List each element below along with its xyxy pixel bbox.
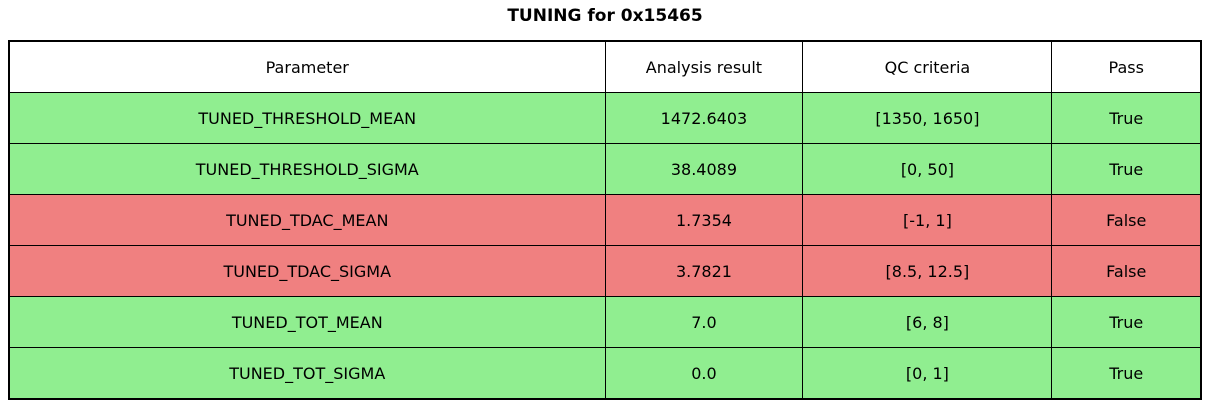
figure-title: TUNING for 0x15465 (507, 6, 703, 26)
cell-parameter: TUNED_TDAC_MEAN (8, 194, 606, 246)
table-row: TUNED_TDAC_SIGMA 3.7821 [8.5, 12.5] Fals… (8, 245, 1202, 297)
cell-pass: False (1051, 194, 1202, 246)
table-header: Parameter Analysis result QC criteria Pa… (8, 40, 1202, 93)
cell-parameter: TUNED_TDAC_SIGMA (8, 245, 606, 297)
cell-pass: True (1051, 92, 1202, 144)
table-row: TUNED_TOT_SIGMA 0.0 [0, 1] True (8, 347, 1202, 400)
cell-pass: True (1051, 347, 1202, 400)
table-row: TUNED_THRESHOLD_SIGMA 38.4089 [0, 50] Tr… (8, 143, 1202, 195)
cell-pass: True (1051, 296, 1202, 348)
cell-qc-criteria: [8.5, 12.5] (802, 245, 1053, 297)
column-header-parameter: Parameter (8, 40, 606, 93)
table-body: TUNED_THRESHOLD_MEAN 1472.6403 [1350, 16… (8, 92, 1202, 400)
cell-analysis-result: 0.0 (604, 347, 804, 400)
header-row: Parameter Analysis result QC criteria Pa… (8, 40, 1202, 93)
cell-analysis-result: 7.0 (604, 296, 804, 348)
column-header-qc-criteria: QC criteria (802, 40, 1053, 93)
qc-results-table: Parameter Analysis result QC criteria Pa… (8, 40, 1202, 400)
cell-qc-criteria: [1350, 1650] (802, 92, 1053, 144)
cell-analysis-result: 1.7354 (604, 194, 804, 246)
cell-parameter: TUNED_TOT_SIGMA (8, 347, 606, 400)
cell-parameter: TUNED_TOT_MEAN (8, 296, 606, 348)
cell-qc-criteria: [6, 8] (802, 296, 1053, 348)
cell-qc-criteria: [0, 50] (802, 143, 1053, 195)
cell-parameter: TUNED_THRESHOLD_SIGMA (8, 143, 606, 195)
cell-analysis-result: 3.7821 (604, 245, 804, 297)
cell-parameter: TUNED_THRESHOLD_MEAN (8, 92, 606, 144)
cell-pass: True (1051, 143, 1202, 195)
table-row: TUNED_THRESHOLD_MEAN 1472.6403 [1350, 16… (8, 92, 1202, 144)
cell-qc-criteria: [-1, 1] (802, 194, 1053, 246)
cell-analysis-result: 38.4089 (604, 143, 804, 195)
cell-analysis-result: 1472.6403 (604, 92, 804, 144)
column-header-pass: Pass (1051, 40, 1202, 93)
cell-qc-criteria: [0, 1] (802, 347, 1053, 400)
column-header-analysis-result: Analysis result (604, 40, 804, 93)
table-row: TUNED_TDAC_MEAN 1.7354 [-1, 1] False (8, 194, 1202, 246)
table-row: TUNED_TOT_MEAN 7.0 [6, 8] True (8, 296, 1202, 348)
cell-pass: False (1051, 245, 1202, 297)
